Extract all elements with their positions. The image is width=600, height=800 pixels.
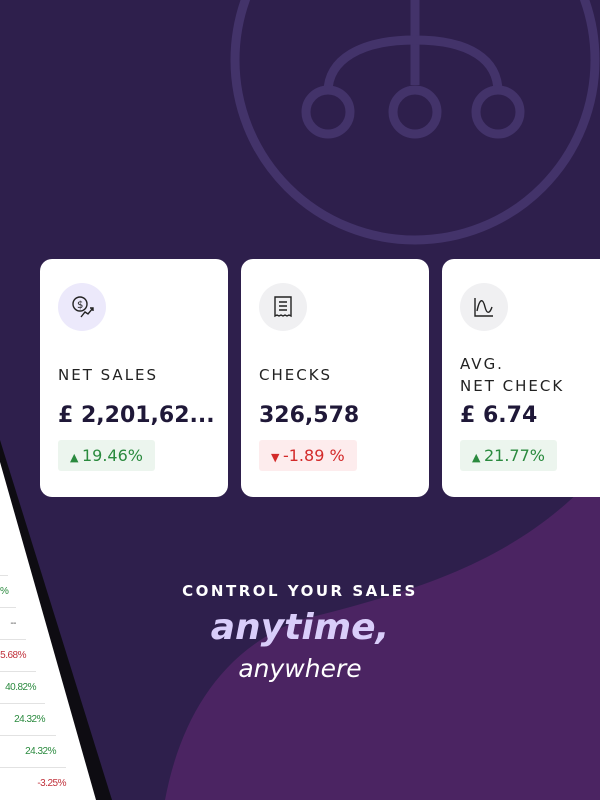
background-blob	[165, 470, 600, 800]
net-sales-card[interactable]: $ NET SALES £ 2,201,62... ▲ 19.46%	[40, 259, 228, 497]
change-value: -1.89 %	[282, 446, 345, 465]
card-value: £ 6.74	[460, 403, 538, 428]
card-label: AVG. NET CHECK	[460, 355, 565, 395]
checks-card[interactable]: CHECKS 326,578 ▼ -1.89 %	[241, 259, 429, 497]
table-cell: 40.82%	[0, 671, 37, 703]
receipt-icon	[259, 283, 307, 331]
arrow-up-icon: ▲	[472, 451, 484, 464]
change-badge: ▲ 21.77%	[460, 440, 557, 471]
table-cell: -3.25%	[0, 767, 67, 799]
change-value: 21.77%	[483, 446, 545, 465]
arrow-up-icon: ▲	[70, 451, 82, 464]
money-trend-icon: $	[58, 283, 106, 331]
card-label: NET SALES	[58, 366, 159, 384]
tagline-sub: anywhere	[238, 654, 362, 683]
tagline-heading: CONTROL YOUR SALES	[182, 582, 418, 600]
logo-watermark-icon	[230, 0, 600, 245]
tagline-accent: anytime,	[210, 607, 390, 648]
svg-text:$: $	[77, 300, 83, 311]
arrow-down-icon: ▼	[271, 451, 283, 464]
card-label: CHECKS	[259, 366, 333, 384]
change-badge: ▼ -1.89 %	[259, 440, 357, 471]
avg-net-check-card[interactable]: AVG. NET CHECK £ 6.74 ▲ 21.77%	[442, 259, 600, 497]
table-cell: %	[0, 575, 9, 607]
table-cell: 24.32%	[0, 703, 46, 735]
change-value: 19.46%	[81, 446, 143, 465]
table-cell: --	[0, 607, 17, 639]
wave-chart-icon	[460, 283, 508, 331]
card-value: £ 2,201,62...	[58, 403, 215, 428]
card-value: 326,578	[259, 403, 360, 428]
tablet-device	[0, 440, 112, 800]
table-cell: 5.68%	[0, 639, 27, 671]
table-cell: 24.32%	[0, 735, 57, 767]
change-badge: ▲ 19.46%	[58, 440, 155, 471]
